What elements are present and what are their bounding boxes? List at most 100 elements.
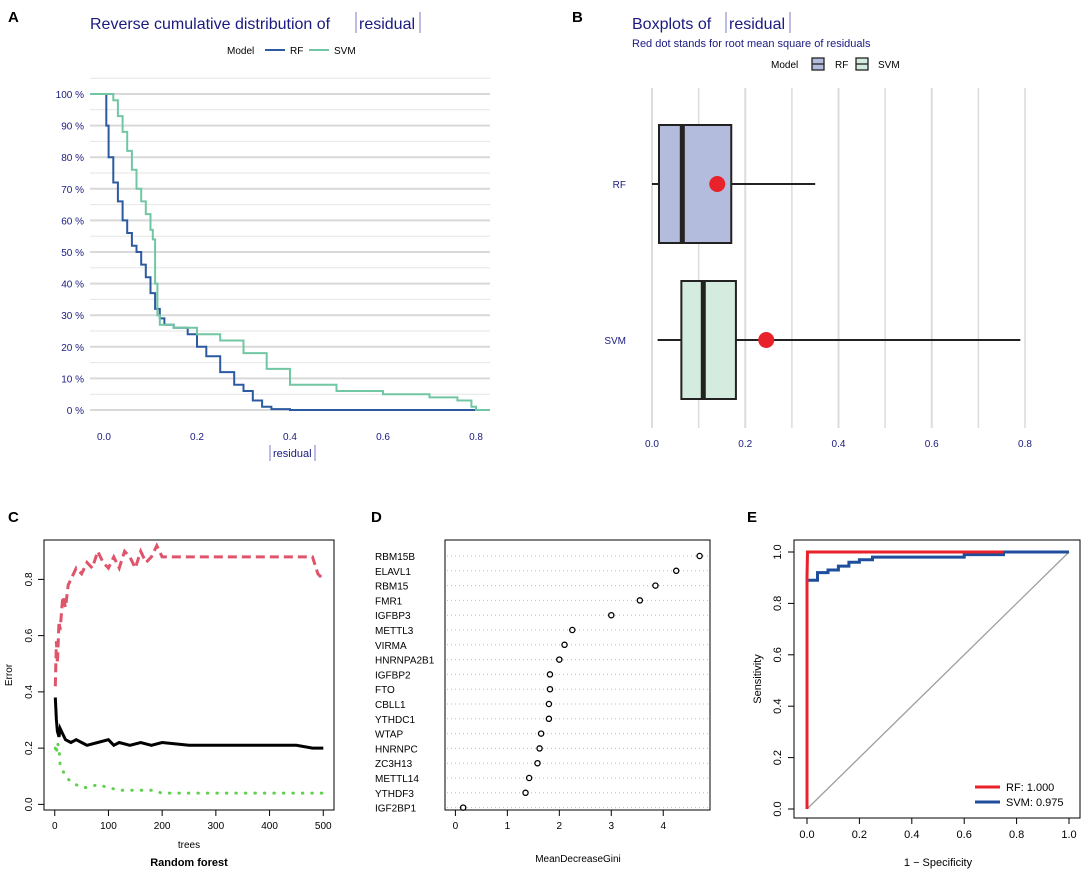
class1-error-line (53, 542, 325, 687)
x-tick-label: 0.8 (1018, 439, 1032, 450)
importance-point (696, 552, 703, 560)
feature-label: IGFBP3 (375, 611, 411, 622)
importance-point (546, 671, 554, 678)
panel-b-title-var: residual (729, 16, 785, 33)
legend-label-svm: SVM: 0.975 (1006, 797, 1063, 809)
y-tick-label: 100 % (56, 90, 84, 101)
feature-label: IGF2BP1 (375, 804, 417, 815)
legend-label-rf: RF (835, 60, 848, 71)
x-tick-label: 0.6 (376, 432, 390, 443)
y-tick-label: 80 % (61, 153, 84, 164)
panel-d-ticks: 0 1 2 3 4 (453, 810, 666, 832)
panel-c-ticks: 0 100 200 300 400 500 0.0 0.2 0.4 0.6 0.8 (24, 572, 332, 832)
x-tick-label: 0.4 (283, 432, 297, 443)
panel-d: D 0 1 2 3 4 RBM15B ELAVL1 RBM15 FMR1 IGFBP3 METTL… (371, 509, 711, 865)
panel-c-ylabel: Error (4, 663, 15, 686)
rf-series-line (90, 93, 490, 411)
y-tick-label: 0.2 (24, 741, 35, 755)
panel-a-x-tick-labels: 0.0 0.2 0.4 0.6 0.8 (97, 432, 483, 443)
feature-label: ELAVL1 (375, 567, 411, 578)
panel-letter-a: A (8, 9, 19, 26)
legend-title: Model (771, 60, 798, 71)
panel-b: B Boxplots of residual Red dot stands fo… (572, 9, 1032, 450)
legend-label-svm: SVM (878, 60, 900, 71)
importance-point (536, 745, 543, 752)
feature-label: IGFBP2 (375, 670, 411, 681)
importance-point (556, 656, 563, 663)
y-tick-label: 0.6 (24, 628, 35, 642)
x-tick-label: 4 (660, 821, 666, 832)
x-tick-label: 300 (208, 821, 225, 832)
importance-point (546, 685, 554, 693)
rmse-dot (758, 332, 775, 348)
box (680, 280, 737, 400)
y-tick-label: 20 % (61, 343, 84, 354)
svm-series-line (90, 93, 490, 411)
svm-roc-curve (805, 550, 1069, 809)
feature-label: HNRNPA2B1 (375, 656, 435, 667)
importance-point (569, 626, 576, 634)
x-tick-label: 0.2 (852, 829, 867, 841)
feature-label: HNRNPC (375, 744, 418, 755)
x-tick-label: 0.8 (469, 432, 483, 443)
importance-point (652, 582, 659, 589)
y-tick-label: 70 % (61, 185, 84, 196)
panel-b-boxes: RF SVM (604, 124, 1021, 400)
panel-e: E 0.0 0.2 0.4 0.6 0.8 1.0 0.0 0.2 0.4 0.6 0.8 1.0 R… (747, 509, 1081, 869)
x-tick-label: 0.0 (799, 829, 814, 841)
panel-a-y-tick-labels: 0 % 10 % 20 % 30 % 40 % 50 % 60 % 70 % 80 % 90 % 1… (56, 90, 84, 417)
x-tick-label: 0.0 (97, 432, 111, 443)
x-tick-label: 0.4 (832, 439, 846, 450)
panel-e-frame (793, 539, 1081, 819)
panel-d-xlabel: MeanDecreaseGini (535, 854, 621, 865)
panel-b-subtitle: Red dot stands for root mean square of r… (632, 38, 871, 50)
importance-point (561, 641, 568, 649)
y-tick-label: 1.0 (772, 544, 784, 559)
x-tick-label: 1.0 (1061, 829, 1076, 841)
y-tick-label: 0.0 (24, 797, 35, 811)
panel-e-ylabel: Sensitivity (752, 654, 764, 704)
x-tick-label: 0 (453, 821, 459, 832)
panel-c-xlabel: trees (178, 840, 200, 851)
legend-key-rf (811, 57, 825, 71)
panel-d-rows: RBM15B ELAVL1 RBM15 FMR1 IGFBP3 METTL3 VIRMA HN… (375, 552, 708, 815)
panel-e-ticks: 0.0 0.2 0.4 0.6 0.8 1.0 0.0 0.2 0.4 0.6 0.8 1.0 (772, 544, 1077, 841)
panel-a: A Reverse cumulative distribution of res… (8, 9, 490, 461)
y-tick-label: 30 % (61, 311, 84, 322)
oob-error-line (53, 697, 324, 750)
importance-point (537, 730, 545, 737)
panel-d-frame (444, 539, 711, 811)
x-tick-label: 0.0 (645, 439, 659, 450)
feature-label: METTL3 (375, 626, 414, 637)
y-tick-label: 0.8 (24, 572, 35, 586)
rf-roc-curve (805, 550, 1004, 809)
feature-label: FMR1 (375, 596, 403, 607)
x-tick-label: 2 (557, 821, 563, 832)
legend-title: Model (227, 46, 254, 57)
x-tick-label: 1 (505, 821, 511, 832)
feature-label: METTL14 (375, 774, 419, 785)
feature-label: FTO (375, 685, 395, 696)
panel-a-grid (90, 77, 490, 411)
category-label: RF (613, 180, 626, 191)
class2-error-line (53, 742, 325, 795)
importance-point (534, 759, 541, 767)
feature-label: RBM15 (375, 582, 409, 593)
panel-letter-d: D (371, 509, 382, 526)
x-tick-label: 0.2 (190, 432, 204, 443)
panel-a-title: Reverse cumulative distribution of (90, 16, 331, 33)
importance-point (522, 789, 529, 797)
x-tick-label: 0.6 (925, 439, 939, 450)
importance-point (636, 597, 644, 604)
importance-point (545, 700, 553, 708)
legend-label-rf: RF (290, 46, 303, 57)
y-tick-label: 90 % (61, 122, 84, 133)
x-tick-label: 0.6 (957, 829, 972, 841)
panel-c-frame (43, 539, 335, 811)
y-tick-label: 0.6 (772, 647, 784, 662)
chance-diagonal-line (806, 551, 1070, 810)
y-tick-label: 60 % (61, 216, 84, 227)
importance-point (545, 715, 553, 723)
importance-point (672, 567, 680, 575)
